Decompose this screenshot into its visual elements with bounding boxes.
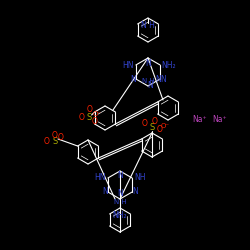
Text: O: O xyxy=(92,118,98,126)
Text: HN: HN xyxy=(122,60,134,70)
Text: O: O xyxy=(157,126,163,134)
Text: N: N xyxy=(147,82,153,90)
Text: NH₂: NH₂ xyxy=(113,212,127,220)
Text: N: N xyxy=(117,172,123,180)
Text: NH₂: NH₂ xyxy=(161,60,176,70)
Text: S: S xyxy=(52,138,58,146)
Text: HN: HN xyxy=(94,174,106,182)
Text: N: N xyxy=(130,74,136,84)
Text: S: S xyxy=(150,124,154,132)
Text: O: O xyxy=(152,118,158,126)
Text: N: N xyxy=(160,74,166,84)
Text: O: O xyxy=(52,130,58,140)
Text: O: O xyxy=(44,138,50,146)
Text: O⁻: O⁻ xyxy=(160,123,170,129)
Text: N: N xyxy=(132,188,138,196)
Text: N H: N H xyxy=(114,198,126,204)
Text: O: O xyxy=(87,106,92,114)
Text: NH: NH xyxy=(134,174,146,182)
Text: N: N xyxy=(155,74,161,84)
Text: O⁻: O⁻ xyxy=(93,111,102,117)
Text: N: N xyxy=(102,188,108,196)
Text: N: N xyxy=(145,58,151,68)
Text: Na⁺: Na⁺ xyxy=(193,116,207,124)
Text: N H: N H xyxy=(142,78,154,84)
Text: N: N xyxy=(117,190,123,198)
Text: O: O xyxy=(58,132,64,141)
Text: N H: N H xyxy=(141,22,155,30)
Text: O: O xyxy=(142,120,148,128)
Text: S: S xyxy=(87,112,92,122)
Text: O: O xyxy=(79,112,84,122)
Text: Na⁺: Na⁺ xyxy=(213,116,227,124)
